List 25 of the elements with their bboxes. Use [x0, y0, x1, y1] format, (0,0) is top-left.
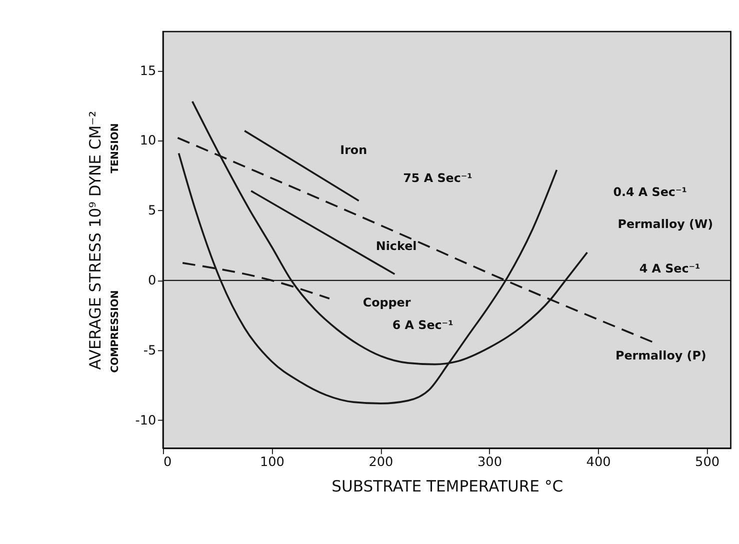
annotation: Permalloy (W) [618, 217, 714, 232]
y-tick-label: 15 [140, 64, 156, 79]
y-tick-label: -5 [143, 343, 156, 358]
text: COMPRESSION [110, 290, 122, 373]
y-tick-label: -10 [135, 413, 156, 428]
x-tick-label: 100 [260, 455, 284, 470]
annotation: Permalloy (P) [616, 348, 706, 362]
y-tick-label: 0 [148, 274, 156, 289]
annotation: Iron [340, 142, 368, 157]
x-tick-label: 0 [163, 455, 172, 470]
y-tick-label: 10 [140, 134, 156, 149]
x-tick-label: 500 [695, 455, 720, 470]
annotation: 4 A Sec⁻¹ [639, 262, 700, 276]
annotation: Nickel [376, 238, 417, 253]
annotation: 75 A Sec⁻¹ [403, 170, 472, 185]
annotation: 0.4 A Sec⁻¹ [613, 185, 687, 200]
x-tick-label: 400 [586, 455, 611, 470]
x-axis-title: SUBSTRATE TEMPERATURE °C [332, 478, 564, 496]
annotation: Copper [362, 295, 411, 310]
x-tick-label: 300 [478, 455, 502, 470]
y-tick-label: 5 [148, 204, 156, 219]
text: TENSION [110, 123, 122, 174]
annotation: 6 A Sec⁻¹ [392, 318, 454, 332]
y-axis-title: AVERAGE STRESS 10⁹ DYNE CM⁻² [86, 110, 104, 370]
x-tick-label: 200 [368, 455, 394, 470]
